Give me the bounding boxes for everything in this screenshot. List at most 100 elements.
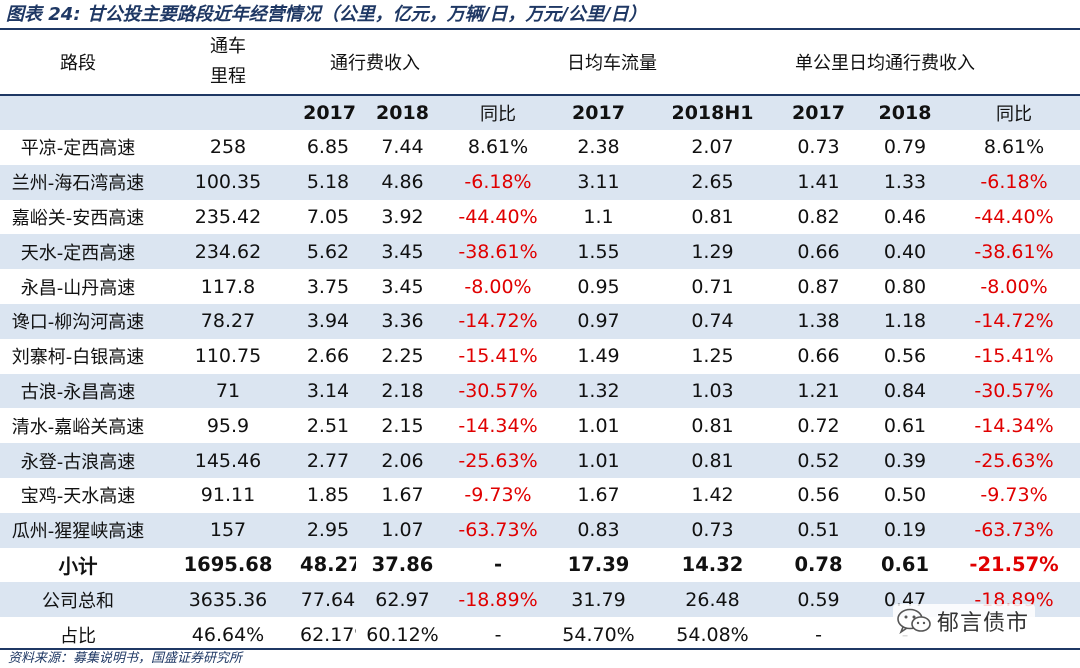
cell-k2018: 0.79 — [883, 136, 927, 159]
cell-tyoy: -25.63% — [449, 443, 547, 478]
figure-caption: 图表 24: 甘公投主要路段近年经营情况（公里，亿元，万辆/日，万元/公里/日） — [6, 4, 647, 25]
cell-tyoy: 8.61% — [467, 136, 529, 159]
cell-t2017: 48.27 — [300, 553, 356, 577]
cell-mileage: 78.27 — [156, 303, 300, 339]
cell-f2017: 0.95 — [577, 275, 620, 298]
cell-mileage: 110.75 — [194, 345, 262, 368]
cell-f2017: 0.83 — [547, 512, 650, 548]
cell-k2018: 0.40 — [862, 234, 948, 270]
top-rule — [0, 28, 1080, 30]
cell-kyoy: -14.34% — [974, 414, 1054, 437]
header-perkm-2017: 2017 — [775, 94, 862, 130]
cell-kyoy: -8.00% — [980, 275, 1048, 298]
cell-mileage: 100.35 — [156, 164, 300, 200]
cell-f2017: 1.01 — [547, 443, 650, 478]
cell-tyoy: - — [493, 553, 503, 577]
cell-tyoy: - — [494, 623, 502, 646]
road-operation-table: 路段 通车 里程 通行费收入 日均车流量 单公里日均通行费收入 2017 201… — [0, 30, 1080, 652]
table-row: 永昌-山丹高速 117.8 3.75 3.45 -8.00% 0.95 0.71 0.87 0.… — [0, 269, 1080, 304]
watermark: 郁言债市 — [893, 604, 1036, 638]
cell-name: 嘉峪关-安西高速 — [11, 207, 145, 229]
cell-name: 宝鸡-天水高速 — [20, 486, 136, 508]
table-row: 天水-定西高速 234.62 5.62 3.45 -38.61% 1.55 1.29 0.66… — [0, 234, 1080, 270]
cell-k2017: 0.51 — [775, 512, 862, 548]
cell-t2018: 7.44 — [381, 136, 424, 159]
table-row: 嘉峪关-安西高速 235.42 7.05 3.92 -44.40% 1.1 0.81 0.82… — [0, 200, 1080, 235]
cell-t2017: 3.75 — [306, 275, 350, 298]
cell-f2017: 1.01 — [577, 414, 620, 437]
header-toll: 通行费收入 — [300, 30, 547, 95]
cell-t2017: 77.64 — [300, 582, 356, 618]
cell-t2017: 2.95 — [300, 512, 356, 548]
table-row: 平凉-定西高速 258 6.85 7.44 8.61% 2.38 2.07 0.73 0.79 8… — [0, 130, 1080, 165]
cell-k2018: 0.46 — [883, 205, 927, 228]
header-traffic-2018h1: 2018H1 — [650, 94, 775, 130]
cell-mileage: 46.64% — [191, 623, 265, 646]
header-perkm-yoy: 同比 — [948, 94, 1080, 130]
cell-f2018h1: 0.81 — [691, 414, 734, 437]
cell-mileage: 71 — [156, 373, 300, 409]
cell-f2017: 1.67 — [577, 484, 620, 507]
cell-mileage: 258 — [209, 136, 247, 159]
cell-t2018: 3.36 — [356, 303, 449, 339]
cell-name: 清水-嘉峪关高速 — [11, 416, 145, 438]
header-mileage-line2: 里程 — [210, 66, 246, 87]
cell-f2017: 1.1 — [583, 205, 614, 228]
cell-k2017: 0.87 — [797, 275, 840, 298]
cell-k2017: 0.52 — [775, 443, 862, 478]
cell-f2018h1: 0.73 — [650, 512, 775, 548]
cell-f2018h1: 1.03 — [650, 373, 775, 409]
cell-name: 永昌-山丹高速 — [20, 277, 136, 299]
header-row-1: 路段 通车 里程 通行费收入 日均车流量 单公里日均通行费收入 — [0, 30, 1080, 95]
cell-mileage: 145.46 — [156, 443, 300, 478]
cell-k2018: 0.19 — [862, 512, 948, 548]
cell-k2017: 1.41 — [775, 164, 862, 200]
cell-name: 平凉-定西高速 — [20, 138, 136, 160]
header-traffic: 日均车流量 — [547, 30, 775, 95]
cell-f2018h1: 0.81 — [650, 443, 775, 478]
header-traffic-2017: 2017 — [547, 94, 650, 130]
header-mileage-line1: 通车 — [210, 36, 246, 57]
cell-tyoy: -6.18% — [449, 164, 547, 200]
cell-name: 谗口-柳沟河高速 — [0, 303, 156, 339]
cell-f2018h1: 2.65 — [650, 164, 775, 200]
cell-f2017: 17.39 — [567, 553, 630, 577]
cell-name: 瓜州-猩猩峡高速 — [0, 512, 156, 548]
cell-k2017: 0.66 — [775, 234, 862, 270]
cell-name: 刘寨柯-白银高速 — [11, 347, 145, 369]
cell-f2018h1: 26.48 — [650, 582, 775, 618]
bottom-rule — [0, 648, 1080, 650]
cell-f2017: 0.97 — [547, 303, 650, 339]
table-row: 宝鸡-天水高速 91.11 1.85 1.67 -9.73% 1.67 1.42 0.56 0.… — [0, 478, 1080, 513]
cell-f2018h1: 2.07 — [691, 136, 734, 159]
table-row: 永登-古浪高速 145.46 2.77 2.06 -25.63% 1.01 0.81 0.52… — [0, 443, 1080, 478]
cell-name: 永登-古浪高速 — [0, 443, 156, 478]
cell-kyoy: 8.61% — [983, 136, 1045, 159]
cell-kyoy: -14.72% — [948, 303, 1080, 339]
cell-t2017: 3.94 — [300, 303, 356, 339]
cell-mileage: 3635.36 — [156, 582, 300, 618]
cell-t2017: 6.85 — [306, 136, 350, 159]
cell-tyoy: -44.40% — [458, 205, 538, 228]
table-row: 谗口-柳沟河高速 78.27 3.94 3.36 -14.72% 0.97 0.74 1.38… — [0, 303, 1080, 339]
cell-t2017: 2.77 — [300, 443, 356, 478]
cell-t2018: 3.45 — [381, 275, 424, 298]
cell-k2018: 0.39 — [862, 443, 948, 478]
cell-mileage: 234.62 — [156, 234, 300, 270]
cell-k2018: 0.50 — [883, 484, 927, 507]
cell-t2017: 7.05 — [306, 205, 350, 228]
cell-f2017: 1.32 — [547, 373, 650, 409]
cell-k2017: 0.82 — [797, 205, 840, 228]
source-note: 资料来源：募集说明书，国盛证券研究所 — [8, 651, 243, 666]
cell-t2017: 2.66 — [306, 345, 350, 368]
cell-f2017: 3.11 — [547, 164, 650, 200]
cell-kyoy: -21.57% — [969, 553, 1059, 577]
cell-k2017: 0.59 — [775, 582, 862, 618]
cell-k2018: 0.61 — [880, 553, 930, 577]
cell-t2018: 37.86 — [371, 553, 434, 577]
cell-kyoy: -44.40% — [974, 205, 1054, 228]
header-mileage: 通车 里程 — [156, 30, 300, 95]
cell-name: 占比 — [60, 625, 96, 647]
cell-k2017: - — [815, 623, 822, 646]
